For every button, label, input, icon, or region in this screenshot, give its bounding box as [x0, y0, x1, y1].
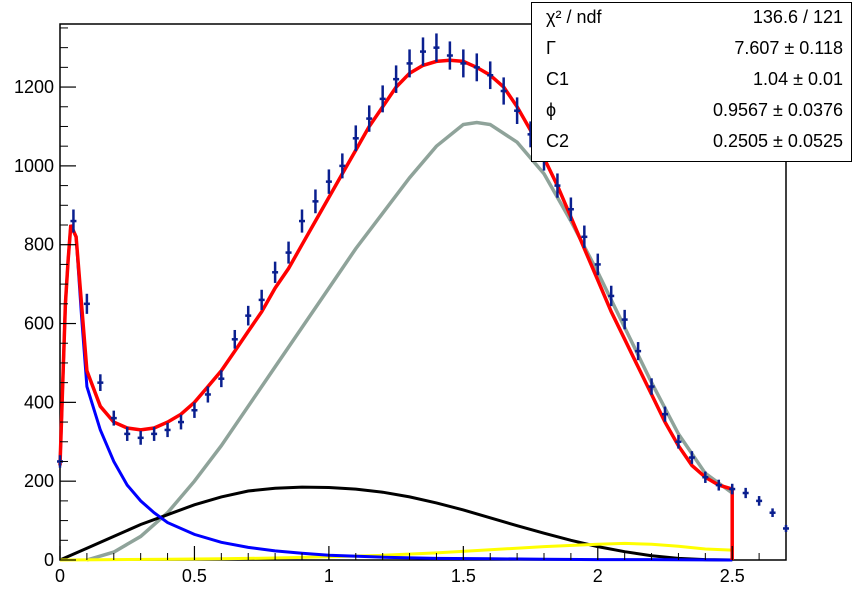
- stat-row-chi2: χ² / ndf 136.6 / 121: [532, 3, 851, 33]
- stat-row-c1: C1 1.04 ± 0.01: [532, 65, 851, 95]
- broad-curve: [86, 120, 734, 562]
- y-tick-label: 600: [24, 314, 54, 334]
- total-curve: [58, 58, 734, 560]
- x-tick-label: 2.5: [720, 566, 745, 586]
- stat-value: 136.6 / 121: [752, 7, 843, 27]
- stat-value: 7.607 ± 0.118: [734, 38, 843, 58]
- y-tick-label: 0: [44, 550, 54, 570]
- y-tick-label: 800: [24, 235, 54, 255]
- x-tick-label: 1: [324, 566, 334, 586]
- black_comp-curve: [59, 485, 733, 562]
- y-tick-label: 400: [24, 392, 54, 412]
- stat-label: Γ: [546, 38, 556, 58]
- peak-curve: [58, 224, 733, 562]
- stat-value: 1.04 ± 0.01: [753, 69, 843, 89]
- x-tick-label: 0.5: [182, 566, 207, 586]
- stat-label: χ² / ndf: [546, 7, 602, 27]
- fit-statistics-box: χ² / ndf 136.6 / 121 Γ 7.607 ± 0.118 C1 …: [531, 2, 852, 162]
- y-tick-label: 1000: [14, 156, 54, 176]
- stat-label: ϕ: [546, 100, 557, 120]
- stat-value: 0.9567 ± 0.0376: [713, 100, 843, 120]
- series-layer: [57, 33, 789, 562]
- y-tick-label: 200: [24, 471, 54, 491]
- stat-label: C2: [546, 131, 570, 151]
- stat-row-gamma: Γ 7.607 ± 0.118: [532, 34, 851, 64]
- y-tick-label: 1200: [14, 77, 54, 97]
- stat-value: 0.2505 ± 0.0525: [713, 131, 843, 151]
- x-tick-label: 1.5: [451, 566, 476, 586]
- stat-row-phi: ϕ 0.9567 ± 0.0376: [532, 96, 851, 126]
- axis-layer: 0 0.5 1 1.5 2 2.5 0 200 400 600 800 1000 1200: [14, 27, 760, 586]
- stat-label: C1: [546, 69, 570, 89]
- stat-row-c2: C2 0.2505 ± 0.0525: [532, 127, 851, 157]
- x-tick-label: 2: [593, 566, 603, 586]
- x-tick-label: 0: [55, 566, 65, 586]
- plot-frame: [59, 23, 787, 561]
